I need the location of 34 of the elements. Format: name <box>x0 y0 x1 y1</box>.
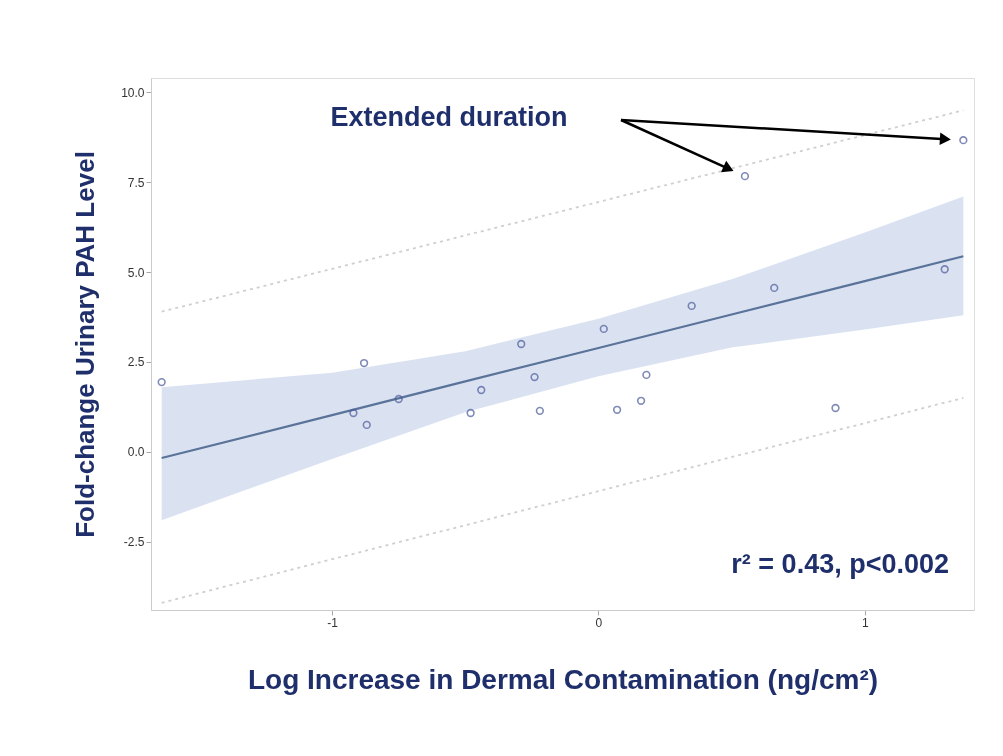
point <box>349 408 358 418</box>
x-tick-label: 0 <box>595 615 603 630</box>
annotation: r² = 0.43, p<0.002 <box>731 549 949 579</box>
y-tick-label: 0.0 <box>127 445 145 460</box>
point <box>831 403 840 413</box>
point <box>517 339 526 349</box>
x-tick-label: 1 <box>861 615 869 630</box>
y-tick-label: -2.5 <box>123 535 145 550</box>
point <box>642 370 651 380</box>
x-tick-label: -1 <box>327 615 339 630</box>
x-axis-title: Log Increase in Dermal Contamination (ng/cm²) <box>247 663 879 695</box>
point <box>362 420 371 430</box>
point <box>359 358 369 368</box>
point <box>535 406 545 416</box>
point <box>959 136 968 145</box>
y-tick-label: 10.0 <box>121 85 145 100</box>
point <box>394 394 403 404</box>
point <box>612 405 622 414</box>
point <box>599 324 608 334</box>
point <box>636 396 646 405</box>
y-tick-label: 2.5 <box>127 355 145 370</box>
y-axis-title: Fold-change Urinary PAH Level <box>70 151 101 538</box>
point <box>687 301 696 311</box>
y-tick-label: 7.5 <box>127 175 145 190</box>
point <box>940 265 949 274</box>
point <box>477 385 486 395</box>
point <box>770 283 779 293</box>
point <box>466 408 475 418</box>
annotation: Extended duration <box>330 102 568 132</box>
line-series <box>160 255 965 460</box>
point <box>740 171 750 181</box>
y-tick-label: 5.0 <box>127 265 145 280</box>
point <box>530 372 539 382</box>
point <box>157 377 166 387</box>
